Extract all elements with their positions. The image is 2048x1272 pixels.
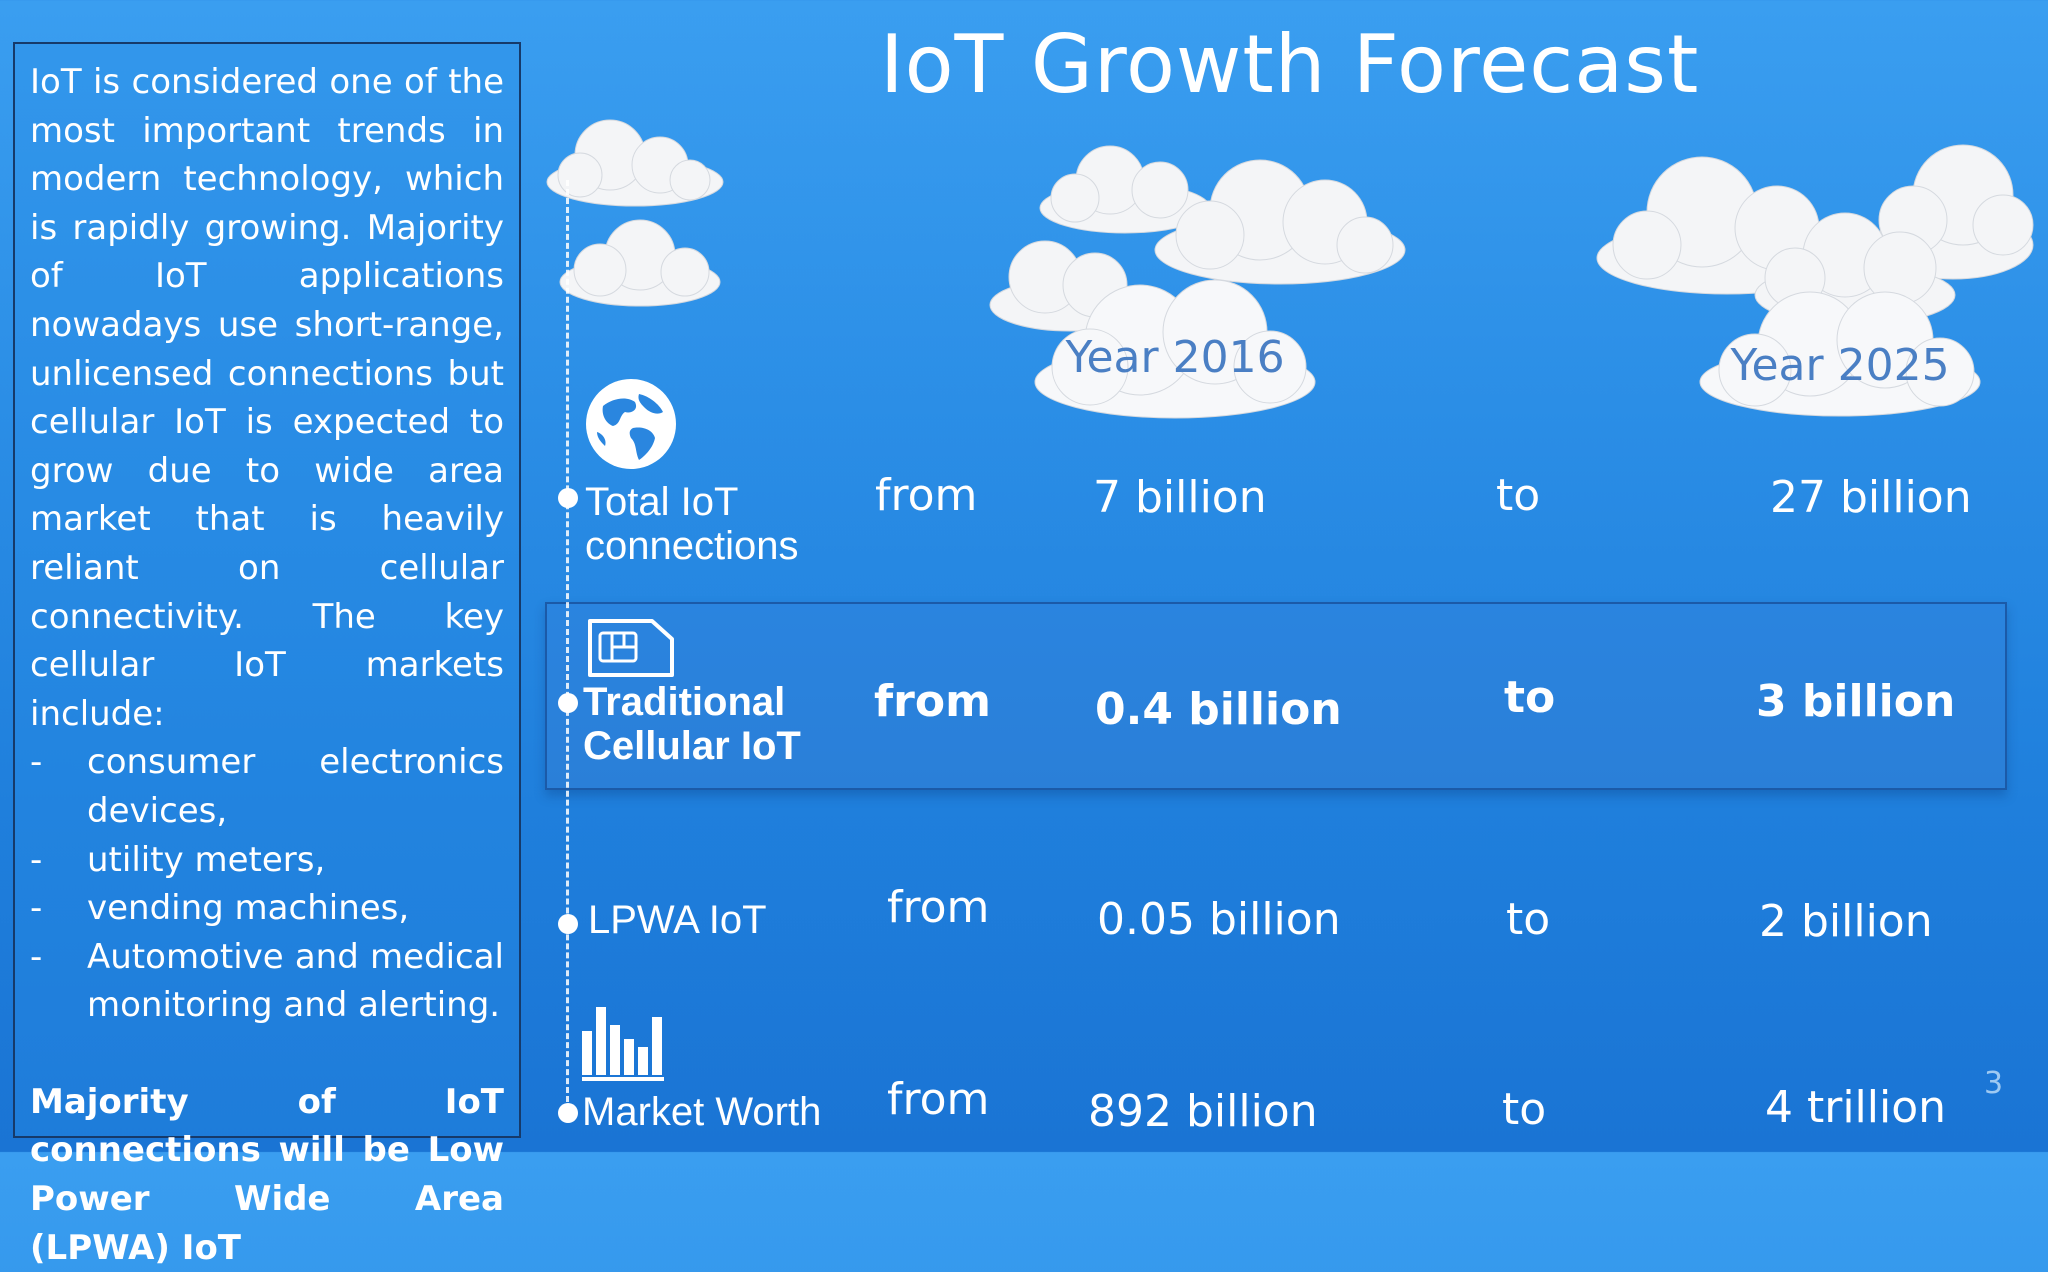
timeline-dot <box>558 1103 578 1123</box>
to-label: to <box>1504 672 1556 723</box>
end-value: 27 billion <box>1770 472 1972 523</box>
end-value: 4 trillion <box>1765 1082 1947 1133</box>
start-value: 0.4 billion <box>1095 684 1342 735</box>
highlight-band <box>545 602 2007 790</box>
intro-paragraph: IoT is considered one of the most import… <box>30 62 504 734</box>
year-start-label: Year 2016 <box>1065 332 1285 383</box>
globe-icon <box>583 376 679 476</box>
from-label: from <box>875 470 978 521</box>
timeline-dot <box>558 914 578 934</box>
end-value: 2 billion <box>1759 896 1933 947</box>
list-item: - utility meters, <box>30 836 504 885</box>
description-panel: IoT is considered one of the most import… <box>13 42 521 1268</box>
start-value: 7 billion <box>1093 472 1267 523</box>
from-label: from <box>887 882 990 933</box>
cloud-decoration <box>555 210 725 310</box>
row-label: Market Worth <box>582 1090 822 1134</box>
conclusion-text: Majority of IoT connections will be Low … <box>30 1081 504 1268</box>
row-label: LPWA IoT <box>588 898 767 942</box>
cloud-decoration <box>540 110 730 210</box>
list-item: - consumer electronics devices, <box>30 738 504 835</box>
sim-card-icon <box>586 617 676 683</box>
slide: IoT is considered one of the most import… <box>13 18 2034 1268</box>
to-label: to <box>1496 470 1541 521</box>
start-value: 892 billion <box>1088 1086 1318 1137</box>
page-number: 3 <box>1984 1066 2004 1101</box>
bullet-marker: - <box>30 742 43 783</box>
to-label: to <box>1502 1084 1547 1135</box>
cloud-decoration <box>1035 138 1215 238</box>
year-end-cloud: Year 2025 <box>1695 282 1985 422</box>
bullet-marker: - <box>30 936 43 977</box>
bar-chart-icon <box>580 1003 672 1087</box>
bullet-marker: - <box>30 839 43 880</box>
end-value: 3 billion <box>1756 676 1956 727</box>
start-value: 0.05 billion <box>1097 894 1341 945</box>
from-label: from <box>874 676 991 727</box>
timeline-dot <box>558 693 578 713</box>
cloud-decoration <box>1592 150 1862 300</box>
cloud-decoration <box>1150 150 1410 290</box>
slide-title: IoT Growth Forecast <box>880 18 1700 111</box>
year-end-label: Year 2025 <box>1730 340 1950 391</box>
list-item: - Automotive and medical monitoring and a… <box>30 933 504 1030</box>
timeline-line <box>566 180 569 1120</box>
from-label: from <box>887 1074 990 1125</box>
year-start-cloud: Year 2016 <box>1030 272 1320 422</box>
row-label: Total IoT connections <box>585 480 799 568</box>
row-label: Traditional Cellular IoT <box>583 680 801 768</box>
list-item: - vending machines, <box>30 884 504 933</box>
timeline-dot <box>558 488 578 508</box>
markets-list: - consumer electronics devices, - utility … <box>30 738 504 1030</box>
bullet-marker: - <box>30 888 43 929</box>
to-label: to <box>1506 894 1551 945</box>
